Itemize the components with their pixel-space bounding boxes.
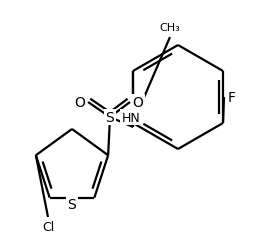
- Text: F: F: [228, 91, 236, 105]
- Text: CH₃: CH₃: [160, 23, 180, 33]
- Text: S: S: [106, 111, 114, 124]
- Text: S: S: [68, 197, 76, 211]
- Text: HN: HN: [122, 111, 140, 124]
- Text: O: O: [133, 96, 143, 110]
- Text: Cl: Cl: [42, 220, 54, 234]
- Text: O: O: [75, 96, 85, 110]
